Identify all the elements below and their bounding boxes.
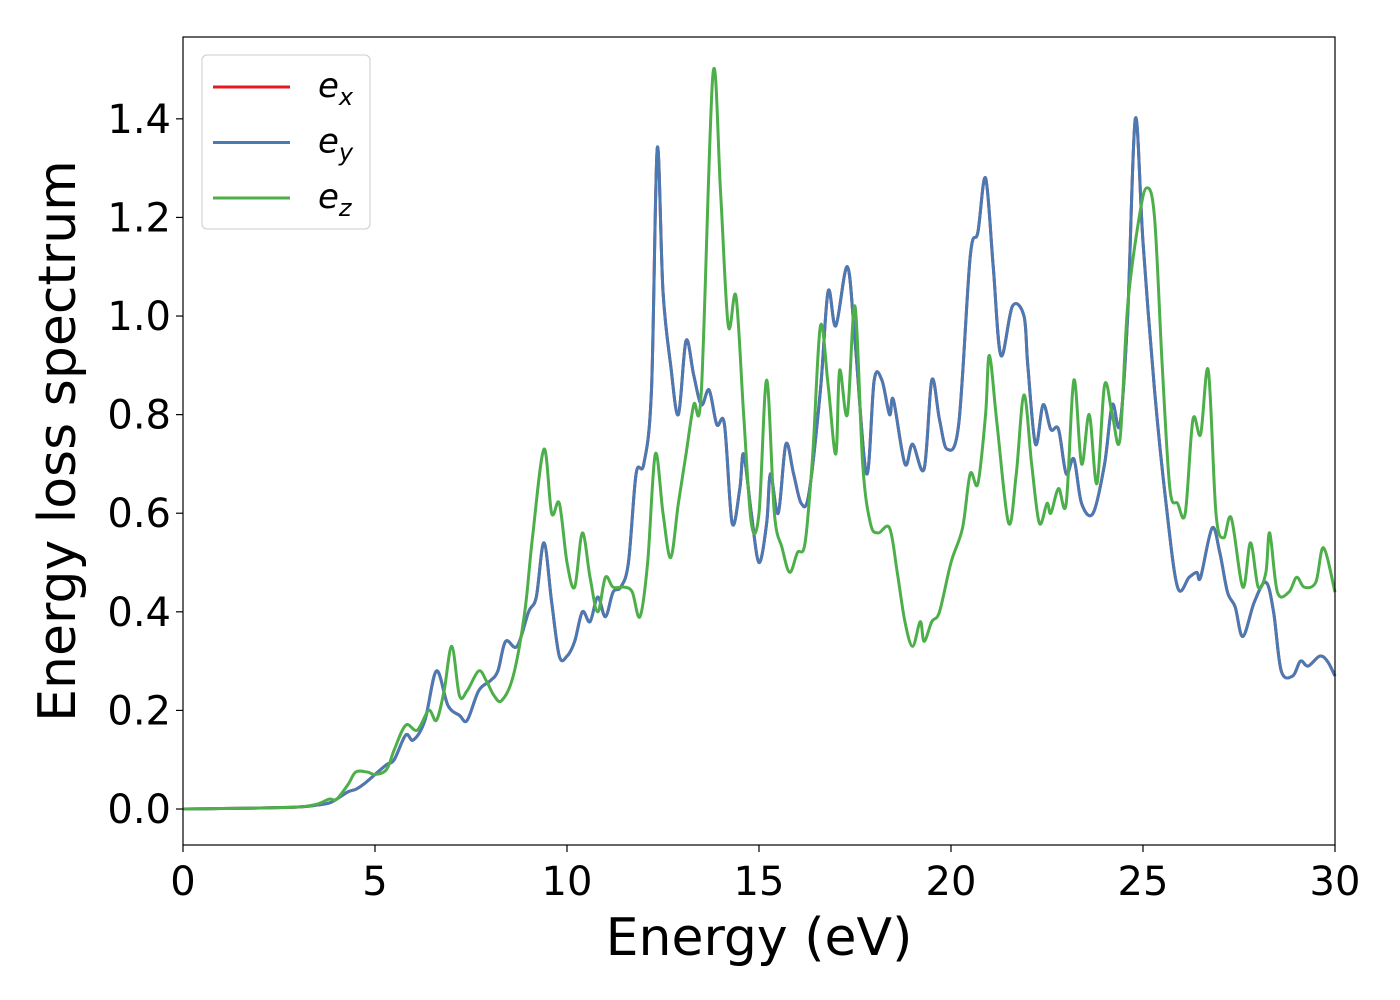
y-tick-label: 0.8 [107, 393, 171, 439]
legend-label-subscript: x [338, 83, 354, 111]
x-tick-label: 15 [734, 859, 785, 905]
y-axis-label: Energy loss spectrum [28, 160, 88, 722]
y-tick-label: 0.2 [107, 688, 171, 734]
x-tick-label: 10 [542, 859, 593, 905]
x-tick-label: 0 [170, 859, 195, 905]
legend-label-base: e [318, 122, 339, 162]
legend-label-subscript: z [338, 194, 353, 222]
y-tick-label: 0.4 [107, 590, 171, 636]
y-tick-label: 0.0 [107, 787, 171, 833]
legend-label: ey [318, 122, 354, 167]
y-tick-label: 0.6 [107, 491, 171, 537]
x-tick-label: 30 [1310, 859, 1361, 905]
legend-label-base: e [318, 177, 339, 217]
y-tick-label: 1.0 [107, 294, 171, 340]
legend-label-subscript: y [338, 139, 354, 167]
x-tick-label: 5 [362, 859, 387, 905]
series-line [182, 66, 1337, 811]
y-tick-label: 1.4 [107, 97, 171, 143]
legend-label: ex [318, 66, 354, 111]
legend-label: ez [318, 177, 353, 222]
x-axis-label: Energy (eV) [606, 908, 913, 968]
plot-area [182, 66, 1337, 811]
legend-label-base: e [318, 66, 339, 106]
y-tick-label: 1.2 [107, 195, 171, 241]
x-tick-label: 20 [926, 859, 977, 905]
x-tick-label: 25 [1118, 859, 1169, 905]
